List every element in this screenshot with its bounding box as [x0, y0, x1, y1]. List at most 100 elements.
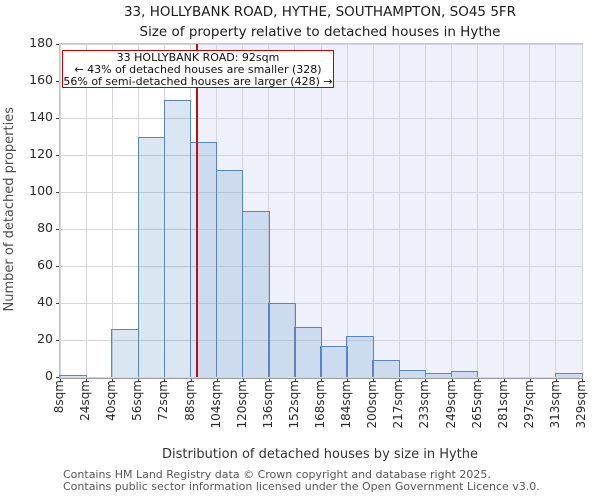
x-tick-label: 233sqm — [417, 380, 431, 432]
chart-title: 33, HOLLYBANK ROAD, HYTHE, SOUTHAMPTON, … — [123, 4, 517, 20]
gridline-horizontal — [60, 228, 582, 230]
x-tick-label-text: 249sqm — [443, 380, 458, 429]
x-tick-mark — [347, 379, 349, 382]
x-tick-label: 40sqm — [104, 380, 118, 425]
y-tick-label: 100 — [29, 183, 53, 198]
x-tick-label-text: 200sqm — [365, 380, 380, 429]
x-tick-label: 329sqm — [574, 380, 588, 432]
x-tick-label: 265sqm — [470, 380, 484, 432]
y-tick-label: 140 — [29, 109, 53, 124]
x-tick-label-text: 72sqm — [156, 380, 171, 421]
y-tick-label: 60 — [37, 257, 53, 272]
x-tick-label: 24sqm — [78, 380, 92, 425]
footer-line-2: Contains public sector information licen… — [63, 479, 540, 493]
license-footer: Contains HM Land Registry data © Crown c… — [63, 469, 540, 492]
chart-subtitle: Size of property relative to detached ho… — [139, 24, 501, 40]
x-tick-label-text: 217sqm — [391, 380, 406, 429]
x-tick-mark — [321, 379, 322, 382]
x-tick-label-text: 297sqm — [521, 380, 536, 429]
x-tick-mark — [425, 379, 427, 382]
histogram-bar — [241, 210, 270, 377]
x-tick-mark — [399, 379, 401, 382]
gridline-vertical — [555, 44, 557, 377]
y-tick-label: 0 — [45, 368, 53, 383]
x-tick-label-text: 233sqm — [417, 380, 432, 429]
histogram-bar — [59, 375, 87, 377]
x-tick-mark — [294, 379, 296, 382]
property-size-marker-line — [196, 44, 198, 377]
x-tick-label-text: 168sqm — [313, 380, 327, 429]
gridline-vertical — [477, 44, 479, 377]
x-tick-label: 200sqm — [365, 380, 379, 432]
x-tick-label-text: 88sqm — [182, 380, 197, 421]
y-axis-title: Number of detached properties — [1, 107, 17, 312]
x-tick-mark — [112, 379, 114, 382]
histogram-bar — [163, 99, 192, 377]
x-tick-mark — [529, 379, 531, 382]
x-tick-label-text: 24sqm — [78, 380, 93, 421]
y-tick-mark — [56, 266, 59, 267]
x-tick-label: 136sqm — [261, 380, 275, 432]
x-tick-label: 297sqm — [522, 380, 536, 432]
y-tick-mark — [56, 192, 59, 193]
y-tick-mark — [56, 118, 59, 119]
x-tick-label: 88sqm — [183, 380, 197, 425]
x-tick-label-text: 184sqm — [339, 380, 354, 429]
footer-line-1: Contains HM Land Registry data © Crown c… — [63, 468, 491, 481]
x-tick-label-text: 40sqm — [104, 380, 119, 421]
x-tick-mark — [451, 379, 453, 382]
histogram-bar — [372, 360, 401, 378]
gridline-vertical — [451, 44, 452, 377]
x-tick-label: 217sqm — [391, 380, 405, 432]
gridline-vertical — [294, 44, 296, 377]
gridline-vertical — [372, 44, 374, 377]
x-tick-mark — [373, 379, 375, 382]
histogram-bar — [320, 345, 348, 378]
histogram-bar — [398, 369, 427, 377]
x-tick-label-text: 120sqm — [234, 380, 249, 429]
y-tick-label: 160 — [29, 72, 53, 87]
annotation-line-3: 56% of semi-detached houses are larger (… — [63, 75, 333, 89]
x-tick-label-text: 329sqm — [574, 380, 588, 429]
histogram-bar — [294, 327, 322, 378]
y-tick-mark — [56, 155, 59, 156]
x-tick-label: 168sqm — [313, 380, 327, 432]
x-tick-mark — [503, 379, 505, 382]
x-tick-mark — [138, 379, 140, 382]
x-tick-mark — [190, 379, 192, 382]
x-tick-label-text: 8sqm — [52, 380, 66, 414]
gridline-vertical — [424, 44, 426, 377]
x-tick-mark — [60, 379, 61, 382]
x-tick-label: 152sqm — [287, 380, 301, 432]
histogram-bar — [450, 371, 479, 377]
x-tick-label-text: 136sqm — [260, 380, 275, 429]
histogram-bar — [111, 328, 140, 377]
histogram-bar — [189, 142, 218, 377]
x-tick-label: 8sqm — [52, 380, 66, 417]
x-tick-label: 72sqm — [156, 380, 170, 425]
y-tick-mark — [56, 44, 59, 45]
x-tick-label: 281sqm — [496, 380, 510, 432]
x-tick-label-text: 104sqm — [208, 380, 223, 429]
histogram-bar — [137, 136, 166, 377]
gridline-horizontal — [60, 302, 582, 304]
x-tick-mark — [477, 379, 479, 382]
y-tick-mark — [56, 303, 59, 304]
annotation-line-1: 33 HOLLYBANK ROAD: 92sqm — [116, 51, 280, 64]
y-tick-label: 120 — [29, 146, 53, 161]
histogram-bar — [268, 303, 296, 377]
x-tick-mark — [242, 379, 244, 382]
gridline-horizontal — [60, 265, 582, 267]
gridline-horizontal — [60, 117, 582, 119]
x-tick-label: 104sqm — [209, 380, 223, 432]
gridline-vertical — [59, 44, 61, 377]
x-tick-mark — [268, 379, 270, 382]
y-tick-label: 80 — [37, 220, 53, 235]
x-tick-mark — [582, 379, 583, 382]
gridline-vertical — [320, 44, 322, 377]
x-tick-label: 313sqm — [548, 380, 562, 432]
y-tick-label: 40 — [37, 294, 53, 309]
gridline-vertical — [346, 44, 348, 377]
y-tick-label: 20 — [37, 331, 53, 346]
